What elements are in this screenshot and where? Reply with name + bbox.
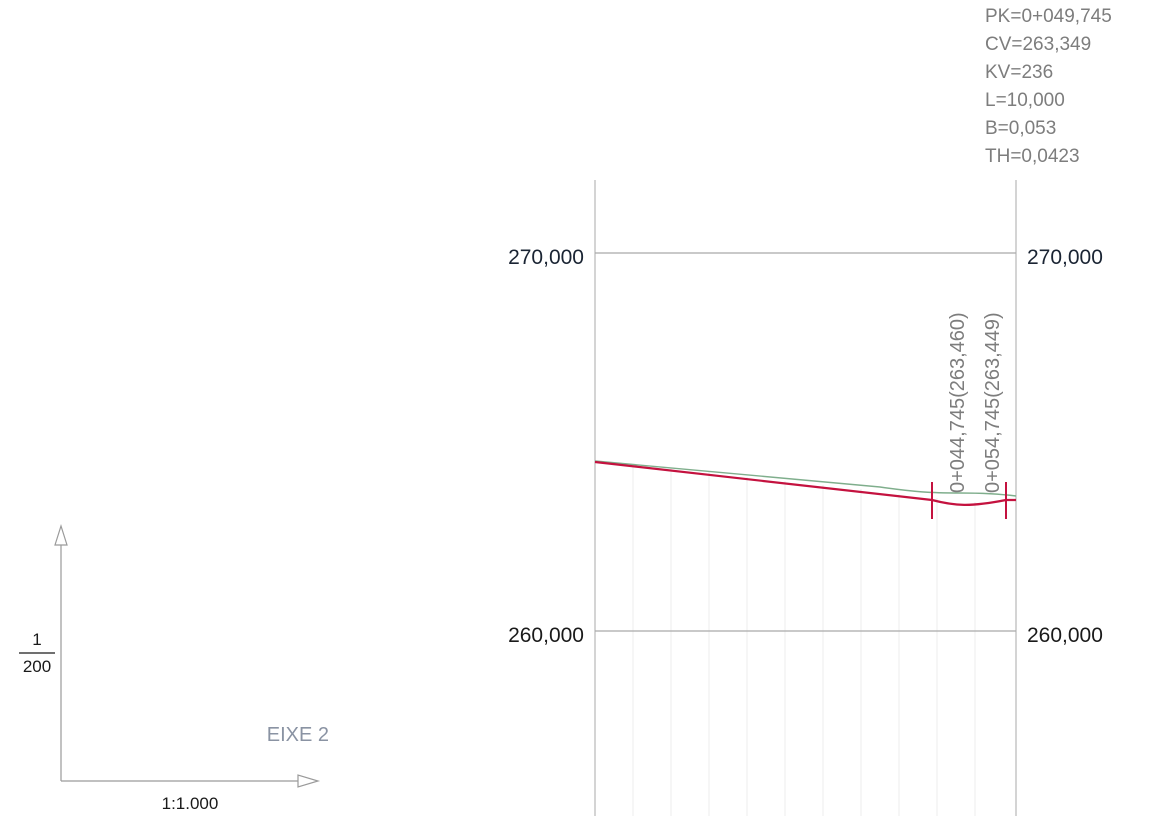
elevation-label-270-left: 270,000 — [508, 246, 584, 269]
axis-name-label: EIXE 2 — [267, 724, 329, 746]
curve-info-b: B=0,053 — [985, 118, 1056, 139]
curve-info-block: PK=0+049,745 CV=263,349 KV=236 L=10,000 … — [985, 6, 1112, 167]
station-grid — [632, 464, 976, 816]
elevation-label-260-right: 260,000 — [1027, 624, 1103, 647]
curve-info-kv: KV=236 — [985, 62, 1053, 83]
vertical-scale-denominator: 200 — [23, 657, 51, 676]
design-grade-line — [594, 460, 1016, 506]
elevation-label-270-right: 270,000 — [1027, 246, 1103, 269]
curve-info-th: TH=0,0423 — [985, 146, 1080, 167]
curve-end-label: 0+054,745(263,449) — [982, 312, 1004, 493]
vertical-scale-numerator: 1 — [32, 630, 41, 649]
curve-start-label: 0+044,745(263,460) — [947, 312, 969, 493]
vertical-axis-arrow-icon — [54, 524, 68, 546]
terrain-line — [594, 460, 1017, 497]
horizontal-scale-label: 1:1.000 — [162, 794, 219, 813]
curve-info-l: L=10,000 — [985, 90, 1065, 111]
scale-indicator: 1 200 1:1.000 EIXE 2 — [19, 524, 329, 813]
horizontal-axis-arrow-icon — [297, 774, 321, 788]
curve-info-pk: PK=0+049,745 — [985, 6, 1112, 27]
elevation-label-260-left: 260,000 — [508, 624, 584, 647]
curve-info-cv: CV=263,349 — [985, 34, 1091, 55]
